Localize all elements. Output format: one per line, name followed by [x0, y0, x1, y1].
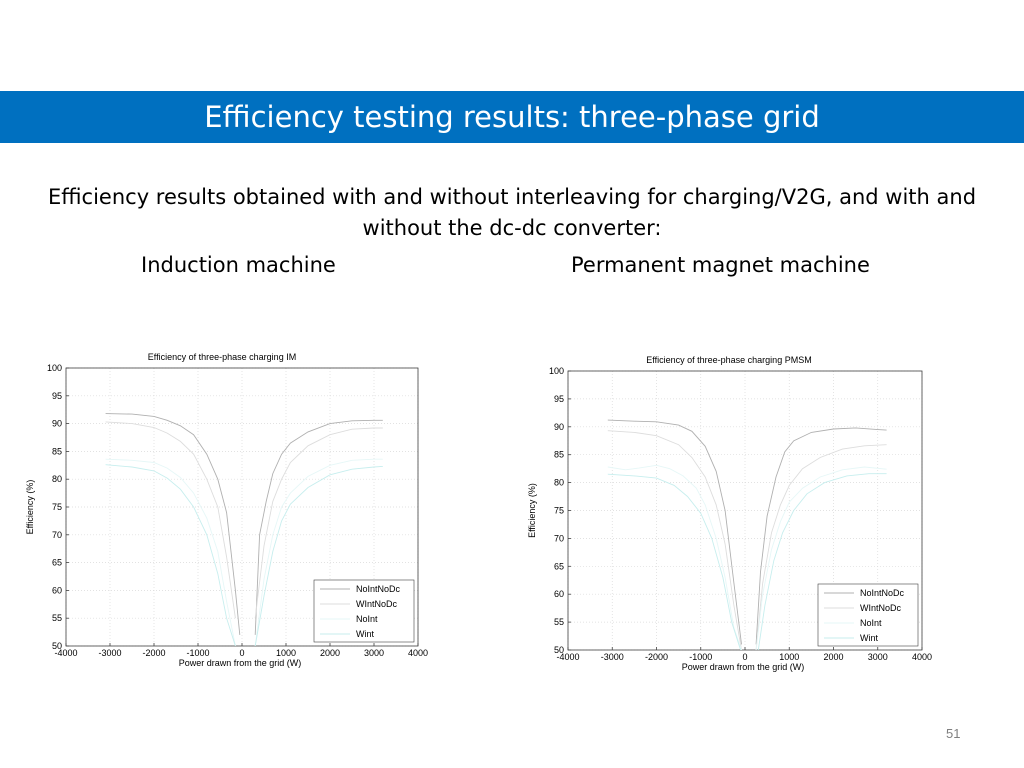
x-tick-label: 2000: [823, 652, 843, 662]
series-line-nointnodc: [607, 419, 742, 645]
x-tick-label: -4000: [54, 648, 77, 658]
y-tick-label: 70: [554, 533, 564, 543]
x-tick-label: -2000: [142, 648, 165, 658]
series-line-wint: [757, 473, 887, 650]
series-line-nointnodc: [254, 419, 383, 635]
slide-subtitle: Efficiency results obtained with and wit…: [47, 185, 977, 240]
page-number: 51: [946, 726, 961, 741]
y-tick-label: 55: [52, 613, 62, 623]
legend-box: [313, 579, 415, 643]
y-tick-label: 80: [554, 478, 564, 488]
x-axis-label: Power drawn from the grid (W): [179, 658, 302, 668]
series-line-noint: [607, 464, 742, 650]
y-tick-label: 70: [52, 530, 62, 540]
series-line-wint: [607, 473, 742, 650]
y-tick-label: 60: [52, 585, 62, 595]
series-line-noint: [105, 458, 236, 646]
series-line-noint: [755, 466, 887, 650]
series-line-wintnodc: [607, 430, 742, 650]
chart-permanent-magnet-machine: -4000 -3000 -2000 -1000 0 1000 2000 3000 4000 50 5…: [527, 355, 932, 672]
x-tick-label: 3000: [868, 652, 888, 662]
series-line-nointnodc: [755, 427, 887, 645]
slide-title-bar: Efficiency testing results: three-phase …: [0, 91, 1024, 143]
legend-label: Wint: [860, 633, 878, 643]
x-tick-label: -3000: [98, 648, 121, 658]
y-tick-label: 90: [52, 419, 62, 429]
chart-induction-machine: -4000 -3000 -2000 -1000 0 1000 2000 3000 4000 50 5…: [25, 352, 428, 668]
y-axis-label: Efficiency (%): [527, 483, 537, 538]
y-tick-label: 85: [554, 450, 564, 460]
y-tick-label: 75: [52, 502, 62, 512]
x-tick-label: 4000: [408, 648, 428, 658]
legend-label: NoIntNoDc: [860, 588, 905, 598]
x-tick-label: 0: [742, 652, 747, 662]
x-tick-label: -4000: [556, 652, 579, 662]
series-line-wintnodc: [755, 444, 887, 650]
y-tick-label: 75: [554, 506, 564, 516]
x-tick-label: 4000: [912, 652, 932, 662]
series-line-noint: [254, 458, 383, 646]
legend-label: Wint: [356, 629, 374, 639]
x-axis-label: Power drawn from the grid (W): [682, 662, 805, 672]
y-tick-label: 95: [52, 391, 62, 401]
induction-machine-label: Induction machine: [141, 253, 336, 277]
x-tick-label: -1000: [186, 648, 209, 658]
legend-label: NoInt: [356, 614, 378, 624]
y-tick-label: 95: [554, 394, 564, 404]
series-line-wint: [105, 464, 236, 646]
y-tick-label: 50: [52, 641, 62, 651]
y-tick-label: 50: [554, 645, 564, 655]
y-tick-label: 90: [554, 422, 564, 432]
y-tick-label: 85: [52, 446, 62, 456]
series-group: [607, 419, 887, 650]
legend-label: NoIntNoDc: [356, 584, 401, 594]
x-tick-label: -1000: [689, 652, 712, 662]
series-group: [105, 413, 383, 646]
x-tick-label: 1000: [276, 648, 296, 658]
y-tick-label: 100: [47, 363, 62, 373]
x-tick-label: -2000: [645, 652, 668, 662]
y-tick-label: 65: [52, 558, 62, 568]
series-line-wint: [254, 465, 383, 646]
legend-label: WIntNoDc: [356, 599, 398, 609]
legend-label: NoInt: [860, 618, 882, 628]
chart-title: Efficiency of three-phase charging PMSM: [646, 355, 811, 365]
series-line-wintnodc: [105, 421, 236, 619]
y-tick-label: 100: [549, 366, 564, 376]
y-tick-label: 55: [554, 617, 564, 627]
y-tick-label: 65: [554, 561, 564, 571]
series-line-wintnodc: [254, 427, 383, 619]
x-tick-label: 2000: [320, 648, 340, 658]
permanent-magnet-machine-label: Permanent magnet machine: [571, 253, 870, 277]
x-tick-label: 0: [239, 648, 244, 658]
x-tick-label: -3000: [601, 652, 624, 662]
slide-title: Efficiency testing results: three-phase …: [204, 100, 820, 134]
y-axis-label: Efficiency (%): [25, 480, 35, 535]
y-tick-label: 60: [554, 589, 564, 599]
legend-box: [817, 583, 919, 647]
x-tick-label: 1000: [779, 652, 799, 662]
series-line-nointnodc: [105, 413, 241, 635]
x-tick-label: 3000: [364, 648, 384, 658]
y-tick-label: 80: [52, 474, 62, 484]
chart-title: Efficiency of three-phase charging IM: [148, 352, 296, 362]
legend-label: WIntNoDc: [860, 603, 902, 613]
